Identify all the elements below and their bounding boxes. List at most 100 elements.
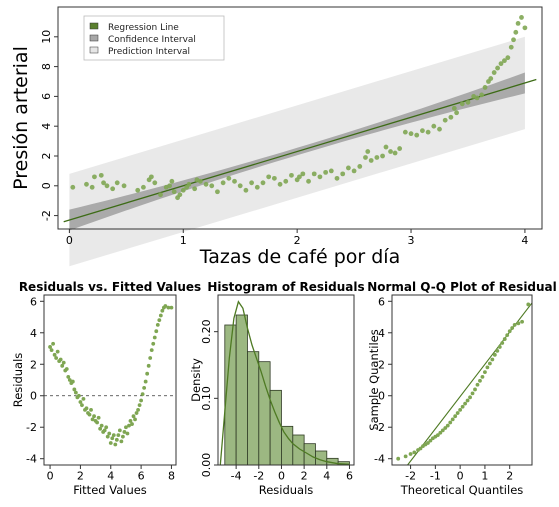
- main-point-30: [215, 189, 220, 195]
- main-point-94: [519, 15, 524, 20]
- residual-point-77: [166, 305, 171, 310]
- main-point-48: [311, 171, 317, 177]
- main-point-21: [177, 192, 183, 198]
- histogram-x-tick-label-0: -4: [231, 470, 242, 483]
- histogram-bar-5: [281, 425, 294, 466]
- main-point-90: [508, 44, 514, 50]
- residuals-y-tick-label-5: 6: [30, 295, 37, 308]
- main-point-73: [442, 117, 448, 123]
- residual-point-68: [151, 341, 156, 346]
- main-point-71: [431, 123, 437, 129]
- qq-point-35: [492, 352, 497, 357]
- residuals-frame: [43, 294, 177, 466]
- main-point-88: [502, 58, 507, 64]
- main-bands: [63, 36, 537, 267]
- main-point-50: [323, 169, 329, 175]
- residual-point-16: [72, 387, 77, 392]
- main-point-25: [192, 186, 198, 192]
- legend: Regression Line Confidence Interval Pred…: [83, 15, 225, 61]
- residual-point-31: [95, 420, 100, 425]
- main-point-69: [420, 128, 425, 134]
- qq-point-20: [455, 411, 460, 415]
- main-point-89: [505, 55, 511, 61]
- main-panel: 0 1 2 3 4 -2 0 2 4 6 8 10 Regression Line Confidenc…: [10, 6, 543, 268]
- residual-point-49: [122, 430, 127, 434]
- main-y-tick-label-1: 0: [40, 182, 53, 189]
- residual-point-11: [64, 367, 69, 371]
- main-point-24: [186, 181, 192, 187]
- residual-point-62: [142, 385, 147, 390]
- residuals-y-tick-label-0: -4: [26, 453, 37, 466]
- residual-point-38: [105, 434, 110, 439]
- legend-swatch-regression: [89, 22, 99, 30]
- qq-reference-line: [407, 302, 533, 466]
- residual-point-60: [139, 398, 144, 403]
- residual-point-45: [116, 433, 121, 437]
- residual-point-32: [96, 415, 101, 420]
- main-y-tick-label-2: 2: [40, 152, 53, 159]
- qq-y-tick-label-2: 0: [378, 390, 385, 403]
- qq-point-19: [453, 414, 458, 419]
- qq-point-26: [470, 391, 475, 396]
- qq-point-21: [458, 408, 463, 412]
- main-point-75: [451, 105, 457, 111]
- residual-point-5: [55, 349, 60, 354]
- main-x-tick-label-1: 1: [180, 234, 187, 247]
- main-point-28: [203, 181, 209, 187]
- main-point-84: [488, 76, 494, 81]
- main-point-0: [70, 184, 76, 190]
- main-point-41: [277, 181, 283, 187]
- residual-point-41: [110, 436, 115, 441]
- qq-point-42: [510, 326, 515, 330]
- main-point-29: [209, 183, 215, 189]
- residuals-x-axis-label: Fitted Values: [73, 483, 147, 497]
- main-point-46: [300, 171, 306, 177]
- qq-point-30: [480, 374, 485, 379]
- qq-point-22: [460, 404, 465, 409]
- residual-point-0: [48, 345, 52, 349]
- residual-point-21: [80, 403, 84, 408]
- residual-point-4: [54, 356, 59, 360]
- histogram-title: Histogram of Residuals: [207, 280, 364, 294]
- main-point-18: [169, 178, 175, 184]
- main-point-39: [266, 174, 272, 180]
- main-point-17: [167, 183, 173, 189]
- residual-point-26: [87, 412, 92, 417]
- main-point-33: [232, 178, 237, 184]
- histogram-x-tick-label-5: 6: [346, 470, 353, 483]
- residual-point-22: [81, 396, 86, 401]
- main-plot-frame: [57, 6, 543, 230]
- qq-point-9: [428, 438, 433, 443]
- qq-point-31: [483, 370, 487, 375]
- histogram-ticks: -4 -2 0 2 4 6 0.00 0.10 0.20: [200, 319, 353, 482]
- residuals-ticks: 0 2 4 6 8 -4 -2 0 2 4 6: [26, 295, 175, 482]
- residual-point-55: [131, 414, 136, 419]
- residual-point-78: [169, 305, 174, 310]
- residual-point-59: [137, 403, 142, 408]
- residual-point-48: [120, 434, 125, 439]
- main-point-42: [283, 178, 289, 184]
- qq-point-33: [487, 361, 492, 366]
- main-point-87: [498, 61, 504, 67]
- main-point-8: [114, 180, 120, 186]
- main-point-64: [392, 150, 398, 156]
- main-point-61: [380, 153, 385, 159]
- residuals-x-tick-label-0: 0: [47, 470, 54, 483]
- main-point-78: [465, 99, 471, 105]
- main-point-6: [104, 183, 110, 189]
- main-point-72: [437, 126, 442, 132]
- residual-point-58: [136, 408, 140, 412]
- residuals-y-tick-label-3: 2: [30, 358, 37, 371]
- residual-point-61: [140, 392, 145, 397]
- residuals-y-tick-label-2: 0: [30, 390, 37, 403]
- residuals-x-tick-label-2: 4: [107, 470, 114, 483]
- residual-point-51: [125, 431, 130, 436]
- histogram-x-axis-label: Residuals: [259, 483, 314, 497]
- qq-point-38: [500, 341, 505, 345]
- qq-point-1: [403, 454, 408, 459]
- qq-panel: Normal Q-Q Plot of Residual -2 -1 0 1 2 -4 -2 0…: [367, 280, 557, 497]
- qq-point-46: [526, 302, 531, 307]
- main-point-80: [474, 95, 480, 101]
- qq-point-29: [478, 378, 482, 383]
- legend-box: [83, 15, 225, 61]
